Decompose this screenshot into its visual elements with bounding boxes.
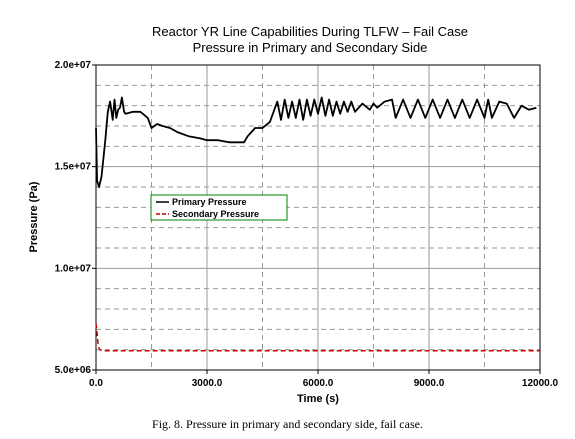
legend-box (150, 194, 288, 221)
legend-label-secondary: Secondary Pressure (172, 209, 259, 219)
x-tick-label: 9000.0 (414, 378, 445, 389)
chart-subtitle: Pressure in Primary and Secondary Side (193, 40, 428, 55)
y-tick-label: 2.0e+07 (55, 60, 92, 71)
x-tick-label: 6000.0 (303, 378, 334, 389)
y-tick-label: 5.0e+06 (55, 365, 92, 376)
x-axis-label: Time (s) (297, 393, 339, 405)
legend: Primary Pressure Secondary Pressure (150, 194, 288, 221)
y-tick-label: 1.5e+07 (55, 162, 92, 173)
x-tick-label: 12000.0 (522, 378, 559, 389)
chart-title: Reactor YR Line Capabilities During TLFW… (152, 24, 468, 39)
legend-label-primary: Primary Pressure (172, 197, 247, 207)
x-tick-label: 3000.0 (192, 378, 223, 389)
y-axis-ticks: 5.0e+06 1.0e+07 1.5e+07 2.0e+07 (55, 60, 96, 376)
figure-caption: Fig. 8. Pressure in primary and secondar… (152, 417, 423, 431)
series-line-primary (95, 96, 537, 188)
series-line-secondary (95, 323, 540, 352)
x-axis-ticks: 0.0 3000.0 6000.0 9000.0 12000.0 (89, 370, 559, 389)
y-tick-label: 1.0e+07 (55, 263, 92, 274)
series-layer (95, 96, 540, 352)
y-axis-label: Pressure (Pa) (28, 181, 40, 252)
x-tick-label: 0.0 (89, 378, 103, 389)
